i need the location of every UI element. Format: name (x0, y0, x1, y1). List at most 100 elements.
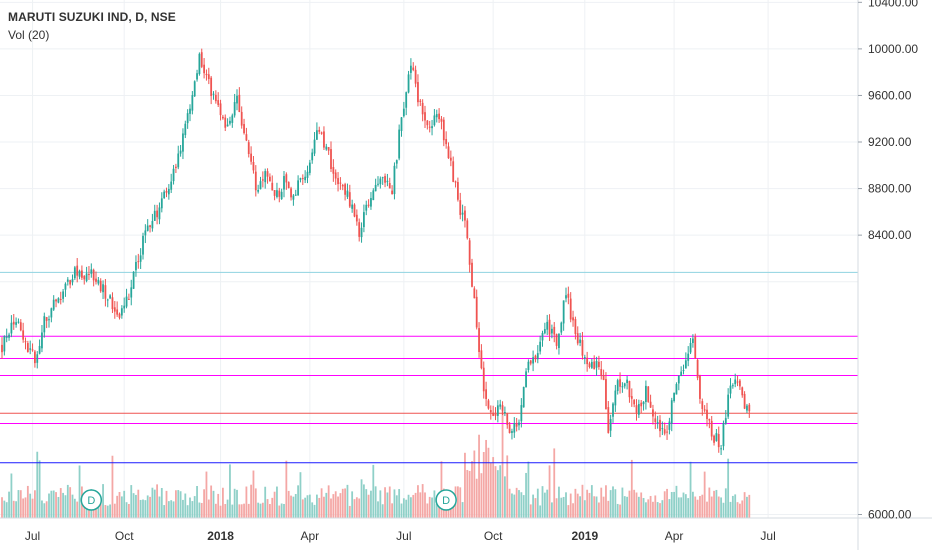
volume-bar (431, 497, 433, 518)
candle-body (341, 184, 344, 187)
volume-bar (1, 497, 3, 518)
candle-body (572, 317, 574, 321)
volume-bar (259, 503, 262, 518)
dividend-marker-label: D (442, 495, 450, 507)
volume-bar (358, 498, 361, 518)
volume-bar (473, 450, 476, 518)
volume-bar (104, 505, 107, 518)
volume-bar (626, 496, 628, 518)
candle-body (729, 385, 732, 394)
volume-bar (71, 494, 74, 518)
candle-body (593, 361, 596, 370)
volume-bar (222, 487, 224, 518)
volume-bar (280, 503, 283, 518)
volume-bar (301, 499, 304, 518)
volume-bar (109, 504, 111, 518)
volume-bar (367, 494, 370, 518)
candle-body (692, 338, 694, 343)
volume-bar (142, 499, 144, 518)
candle-body (370, 198, 372, 207)
candle-body (748, 404, 751, 412)
volume-bar (475, 478, 478, 518)
volume-bar (48, 493, 50, 518)
volume-bar (137, 489, 140, 518)
volume-bar (177, 490, 180, 518)
candle-body (151, 221, 154, 229)
candle-body (186, 113, 189, 124)
candle-body (402, 108, 405, 117)
candle-body (128, 298, 130, 300)
volume-bar (45, 501, 48, 518)
candle-body (717, 434, 720, 448)
volume-bar (130, 485, 133, 518)
volume-bar (233, 488, 236, 518)
volume-bar (146, 495, 149, 518)
candle-body (607, 407, 610, 433)
dividend-marker[interactable]: D (435, 489, 457, 511)
volume-bar (372, 464, 375, 518)
volume-bar (299, 472, 302, 518)
volume-bar (640, 492, 643, 518)
volume-bar (325, 492, 328, 518)
volume-bar (125, 502, 128, 518)
candle-body (612, 403, 614, 417)
volume-bar (167, 501, 170, 518)
candle-body (19, 322, 22, 331)
candle-body (318, 129, 321, 132)
volume-bar (348, 505, 351, 518)
volume-bar (132, 493, 135, 518)
volume-bar (661, 500, 664, 518)
candle-body (294, 194, 297, 196)
candle-body (210, 77, 213, 97)
candle-body (104, 285, 107, 299)
volume-indicator-label[interactable]: Vol (20) (8, 28, 50, 42)
volume-bar (189, 497, 191, 518)
candle-body (372, 190, 375, 201)
volume-bar (630, 459, 633, 518)
volume-bar (471, 461, 473, 518)
candle-body (22, 330, 25, 340)
candle-body (598, 361, 600, 368)
candle-body (283, 176, 285, 190)
candle-body (637, 404, 640, 415)
volume-bar (5, 502, 8, 518)
volume-bar (541, 486, 544, 518)
candle-body (304, 176, 307, 181)
candle-body (355, 214, 358, 222)
volume-bar (616, 503, 619, 518)
dividend-marker[interactable]: D (80, 489, 103, 511)
candle-body (365, 204, 368, 211)
volume-bar (111, 455, 114, 518)
candle-body (428, 126, 431, 128)
candle-body (346, 190, 349, 197)
candle-body (478, 328, 480, 352)
volume-bar (165, 490, 168, 518)
candle-body (489, 410, 492, 413)
symbol-title[interactable]: MARUTI SUZUKI IND, D, NSE (8, 10, 176, 24)
volume-bar (316, 494, 318, 518)
y-tick-label: 10000.00 (868, 42, 918, 56)
candle-body (52, 299, 55, 310)
candle-body (518, 422, 520, 426)
volume-bar (219, 505, 222, 518)
candle-body (285, 174, 288, 183)
volume-bar (504, 476, 506, 518)
volume-bar (595, 496, 598, 518)
volume-bar (398, 489, 401, 518)
candle-body (405, 92, 408, 108)
candle-body (374, 184, 377, 192)
candle-body (377, 183, 379, 185)
y-tick-label: 9200.00 (868, 135, 912, 149)
volume-bar (572, 503, 574, 518)
candle-body (400, 117, 403, 131)
candle-body (189, 108, 191, 114)
candle-body (696, 359, 699, 378)
candle-body (118, 313, 121, 318)
volume-bar (231, 504, 234, 518)
candle-body (527, 361, 530, 370)
candle-body (41, 332, 43, 349)
candle-body (675, 384, 678, 395)
volume-bar (384, 487, 386, 518)
